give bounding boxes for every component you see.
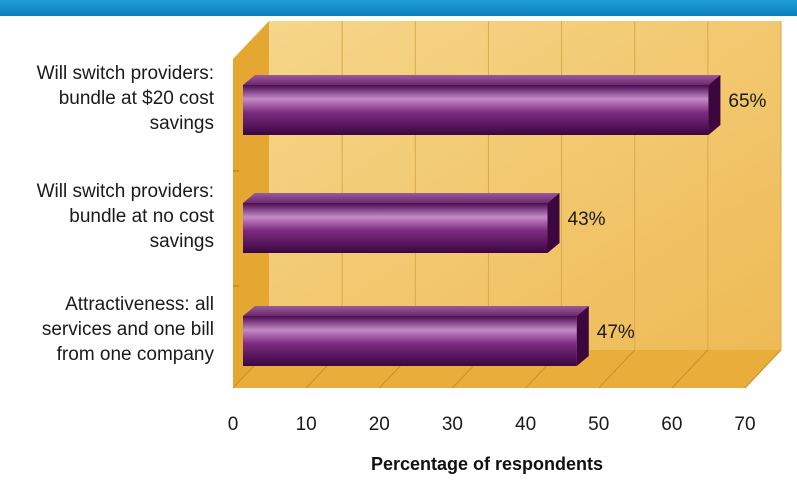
floor-gridline [744,349,782,389]
x-tick-label: 50 [588,414,609,435]
x-tick-label: 40 [515,414,536,435]
bar-top-face [243,75,721,85]
category-label-line: services and one bill [42,319,214,340]
x-tick-label: 70 [734,414,755,435]
x-tick-label: 10 [296,414,317,435]
category-label-line: Will switch providers: [37,63,214,84]
category-label-line: savings [150,231,214,252]
category-label-line: from one company [57,344,215,365]
bar-value-label: 47% [597,322,635,343]
category-label-line: Will switch providers: [37,181,214,202]
bar-top-face [243,193,560,203]
bar-value-label: 43% [568,209,606,230]
bar-top-face [243,306,589,316]
category-label-line: bundle at no cost [69,206,214,227]
bar-end-face [708,75,721,135]
bar-front-face [243,203,548,253]
bar-value-label: 65% [728,91,766,112]
header-strip [0,0,797,16]
category-label-line: savings [150,113,214,134]
x-axis-title: Percentage of respondents [371,454,603,474]
floor-gridline [671,349,709,389]
bar-front-face [243,316,577,366]
bar [243,75,721,135]
bar-end-face [576,306,589,366]
bar [243,193,560,253]
x-tick-label: 30 [442,414,463,435]
bar-front-face [243,85,709,135]
floor-gridline [598,349,636,389]
bar [243,306,589,366]
bar-end-face [547,193,560,253]
category-label-line: Attractiveness: all [65,294,214,315]
category-label-line: bundle at $20 cost [59,88,215,109]
x-tick-label: 60 [661,414,682,435]
x-tick-label: 20 [369,414,390,435]
chart-back-wall [269,21,781,350]
x-tick-label: 0 [228,414,239,435]
